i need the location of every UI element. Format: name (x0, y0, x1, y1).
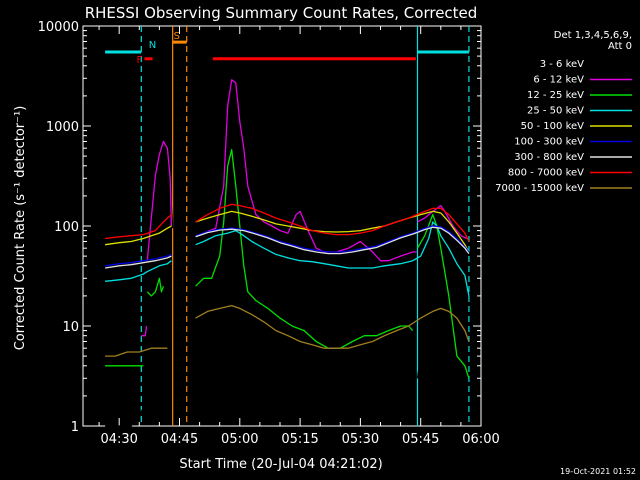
x-tick-label: 04:45 (161, 432, 198, 447)
x-tick-label: 05:45 (402, 432, 439, 447)
legend-entry-label: 300 - 800 keV (514, 152, 584, 163)
y-axis-label: Corrected Count Rate (s⁻¹ detector⁻¹) (13, 106, 28, 351)
series-line (146, 277, 165, 297)
series-line (195, 226, 470, 255)
series-line (105, 347, 168, 357)
flag-label: N (149, 40, 156, 51)
series-line (195, 304, 470, 349)
x-axis-label: Start Time (20-Jul-04 04:21:02) (179, 457, 382, 472)
legend-entry-label: 7000 - 15000 keV (495, 183, 584, 194)
series-line (105, 225, 172, 246)
series-line (146, 140, 173, 261)
series-line (195, 149, 414, 349)
legend: Det 1,3,4,5,6,9,Att 0 3 - 6 keV 6 - 12 keV… (495, 30, 632, 194)
legend-header: Att 0 (608, 41, 632, 52)
legend-entry-label: 12 - 25 keV (527, 90, 584, 101)
series-line (105, 214, 172, 240)
y-tick-label: 100 (54, 220, 79, 235)
legend-entry-label: 3 - 6 keV (540, 59, 584, 70)
y-tick-label: 1 (71, 420, 79, 435)
plot-area: 1 10 100 1000 10000 04:30 04:45 05:00 05:15 05:30… (38, 20, 500, 447)
legend-entry-label: 25 - 50 keV (527, 106, 584, 117)
x-tick-label: 06:00 (462, 432, 499, 447)
series-line (105, 395, 147, 427)
x-tick-label: 04:30 (100, 432, 137, 447)
y-tick-label: 10 (62, 320, 79, 335)
series-line (417, 204, 468, 240)
x-tick-label: 05:15 (281, 432, 318, 447)
x-tick-label: 05:30 (342, 432, 379, 447)
legend-header: Det 1,3,4,5,6,9, (554, 30, 632, 41)
series-line (416, 340, 430, 379)
series-line (195, 221, 470, 297)
series-line (141, 325, 148, 337)
series-line (104, 255, 172, 269)
series-line (105, 253, 172, 267)
legend-entry-label: 100 - 300 keV (514, 137, 584, 148)
series-line (195, 210, 470, 253)
timestamp: 19-Oct-2021 01:52 (560, 467, 636, 476)
series-line (195, 79, 417, 262)
flag-label: F (137, 55, 143, 66)
chart-title: RHESSI Observing Summary Count Rates, Co… (85, 4, 478, 22)
series-line (195, 203, 470, 242)
series-line (195, 225, 470, 253)
y-tick-label: 1000 (46, 120, 79, 135)
y-tick-label: 10000 (38, 20, 79, 35)
flag-label: S (174, 31, 180, 42)
legend-entry-label: 50 - 100 keV (521, 121, 585, 132)
legend-entry-label: 800 - 7000 keV (508, 168, 584, 179)
legend-entry-label: 6 - 12 keV (533, 75, 584, 86)
series-line (105, 260, 172, 282)
x-tick-label: 05:00 (221, 432, 258, 447)
